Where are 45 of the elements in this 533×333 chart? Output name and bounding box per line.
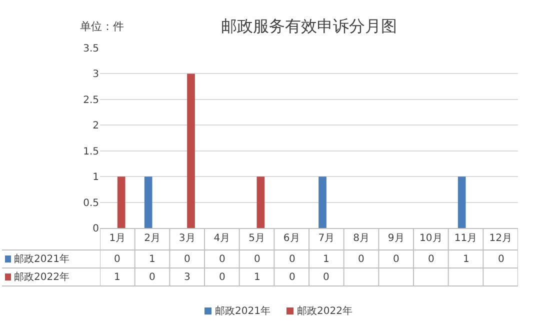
x-tick-label: 8月	[353, 233, 370, 244]
legend-label: 邮政2022年	[14, 271, 70, 283]
data-label: 0	[289, 272, 296, 283]
data-label: 1	[254, 272, 260, 283]
chart-title: 邮政服务有效申诉分月图	[221, 16, 398, 36]
data-label: 0	[184, 254, 190, 265]
x-tick-label: 7月	[318, 233, 335, 244]
data-label: 0	[254, 254, 260, 265]
x-tick-label: 6月	[283, 233, 300, 244]
data-label: 0	[219, 254, 226, 265]
data-label: 0	[393, 254, 400, 265]
x-tick-label: 11月	[454, 233, 478, 244]
data-label: 0	[498, 254, 504, 265]
y-tick-label: 0	[92, 224, 99, 234]
x-tick-label: 10月	[420, 233, 442, 244]
data-label: 1	[149, 254, 156, 265]
y-tick-label: 0.5	[83, 198, 99, 209]
y-tick-label: 1.5	[83, 146, 99, 158]
x-tick-label: 1月	[109, 233, 126, 244]
data-label: 3	[184, 272, 190, 283]
y-tick-label: 2	[92, 120, 99, 132]
data-label: 0	[358, 254, 364, 265]
data-label: 0	[149, 272, 156, 283]
x-tick-label: 12月	[489, 233, 512, 244]
y-tick-label: 3.5	[83, 44, 99, 54]
data-label: 1	[323, 254, 330, 265]
x-tick-label: 9月	[388, 233, 404, 244]
y-tick-label: 2.5	[83, 94, 99, 106]
data-label: 1	[463, 254, 470, 265]
text: 邮政2021年	[14, 254, 70, 265]
legend-label: 邮政2021年	[215, 305, 270, 317]
y-tick-label: 1	[92, 172, 99, 184]
data-label: 1	[114, 272, 120, 283]
data-label: 0	[323, 272, 330, 283]
text: 单位：件	[80, 20, 124, 33]
x-tick-label: 2月	[144, 233, 160, 244]
data-label: 0	[428, 254, 434, 265]
x-tick-label: 5月	[248, 233, 265, 244]
data-label: 0	[219, 272, 226, 283]
data-label: 0	[114, 254, 120, 265]
data-label: 0	[289, 254, 296, 265]
x-tick-label: 3月	[178, 233, 196, 244]
x-tick-label: 4月	[214, 233, 230, 244]
text: 邮政2022年	[297, 306, 352, 317]
y-tick-label: 3	[92, 69, 99, 80]
